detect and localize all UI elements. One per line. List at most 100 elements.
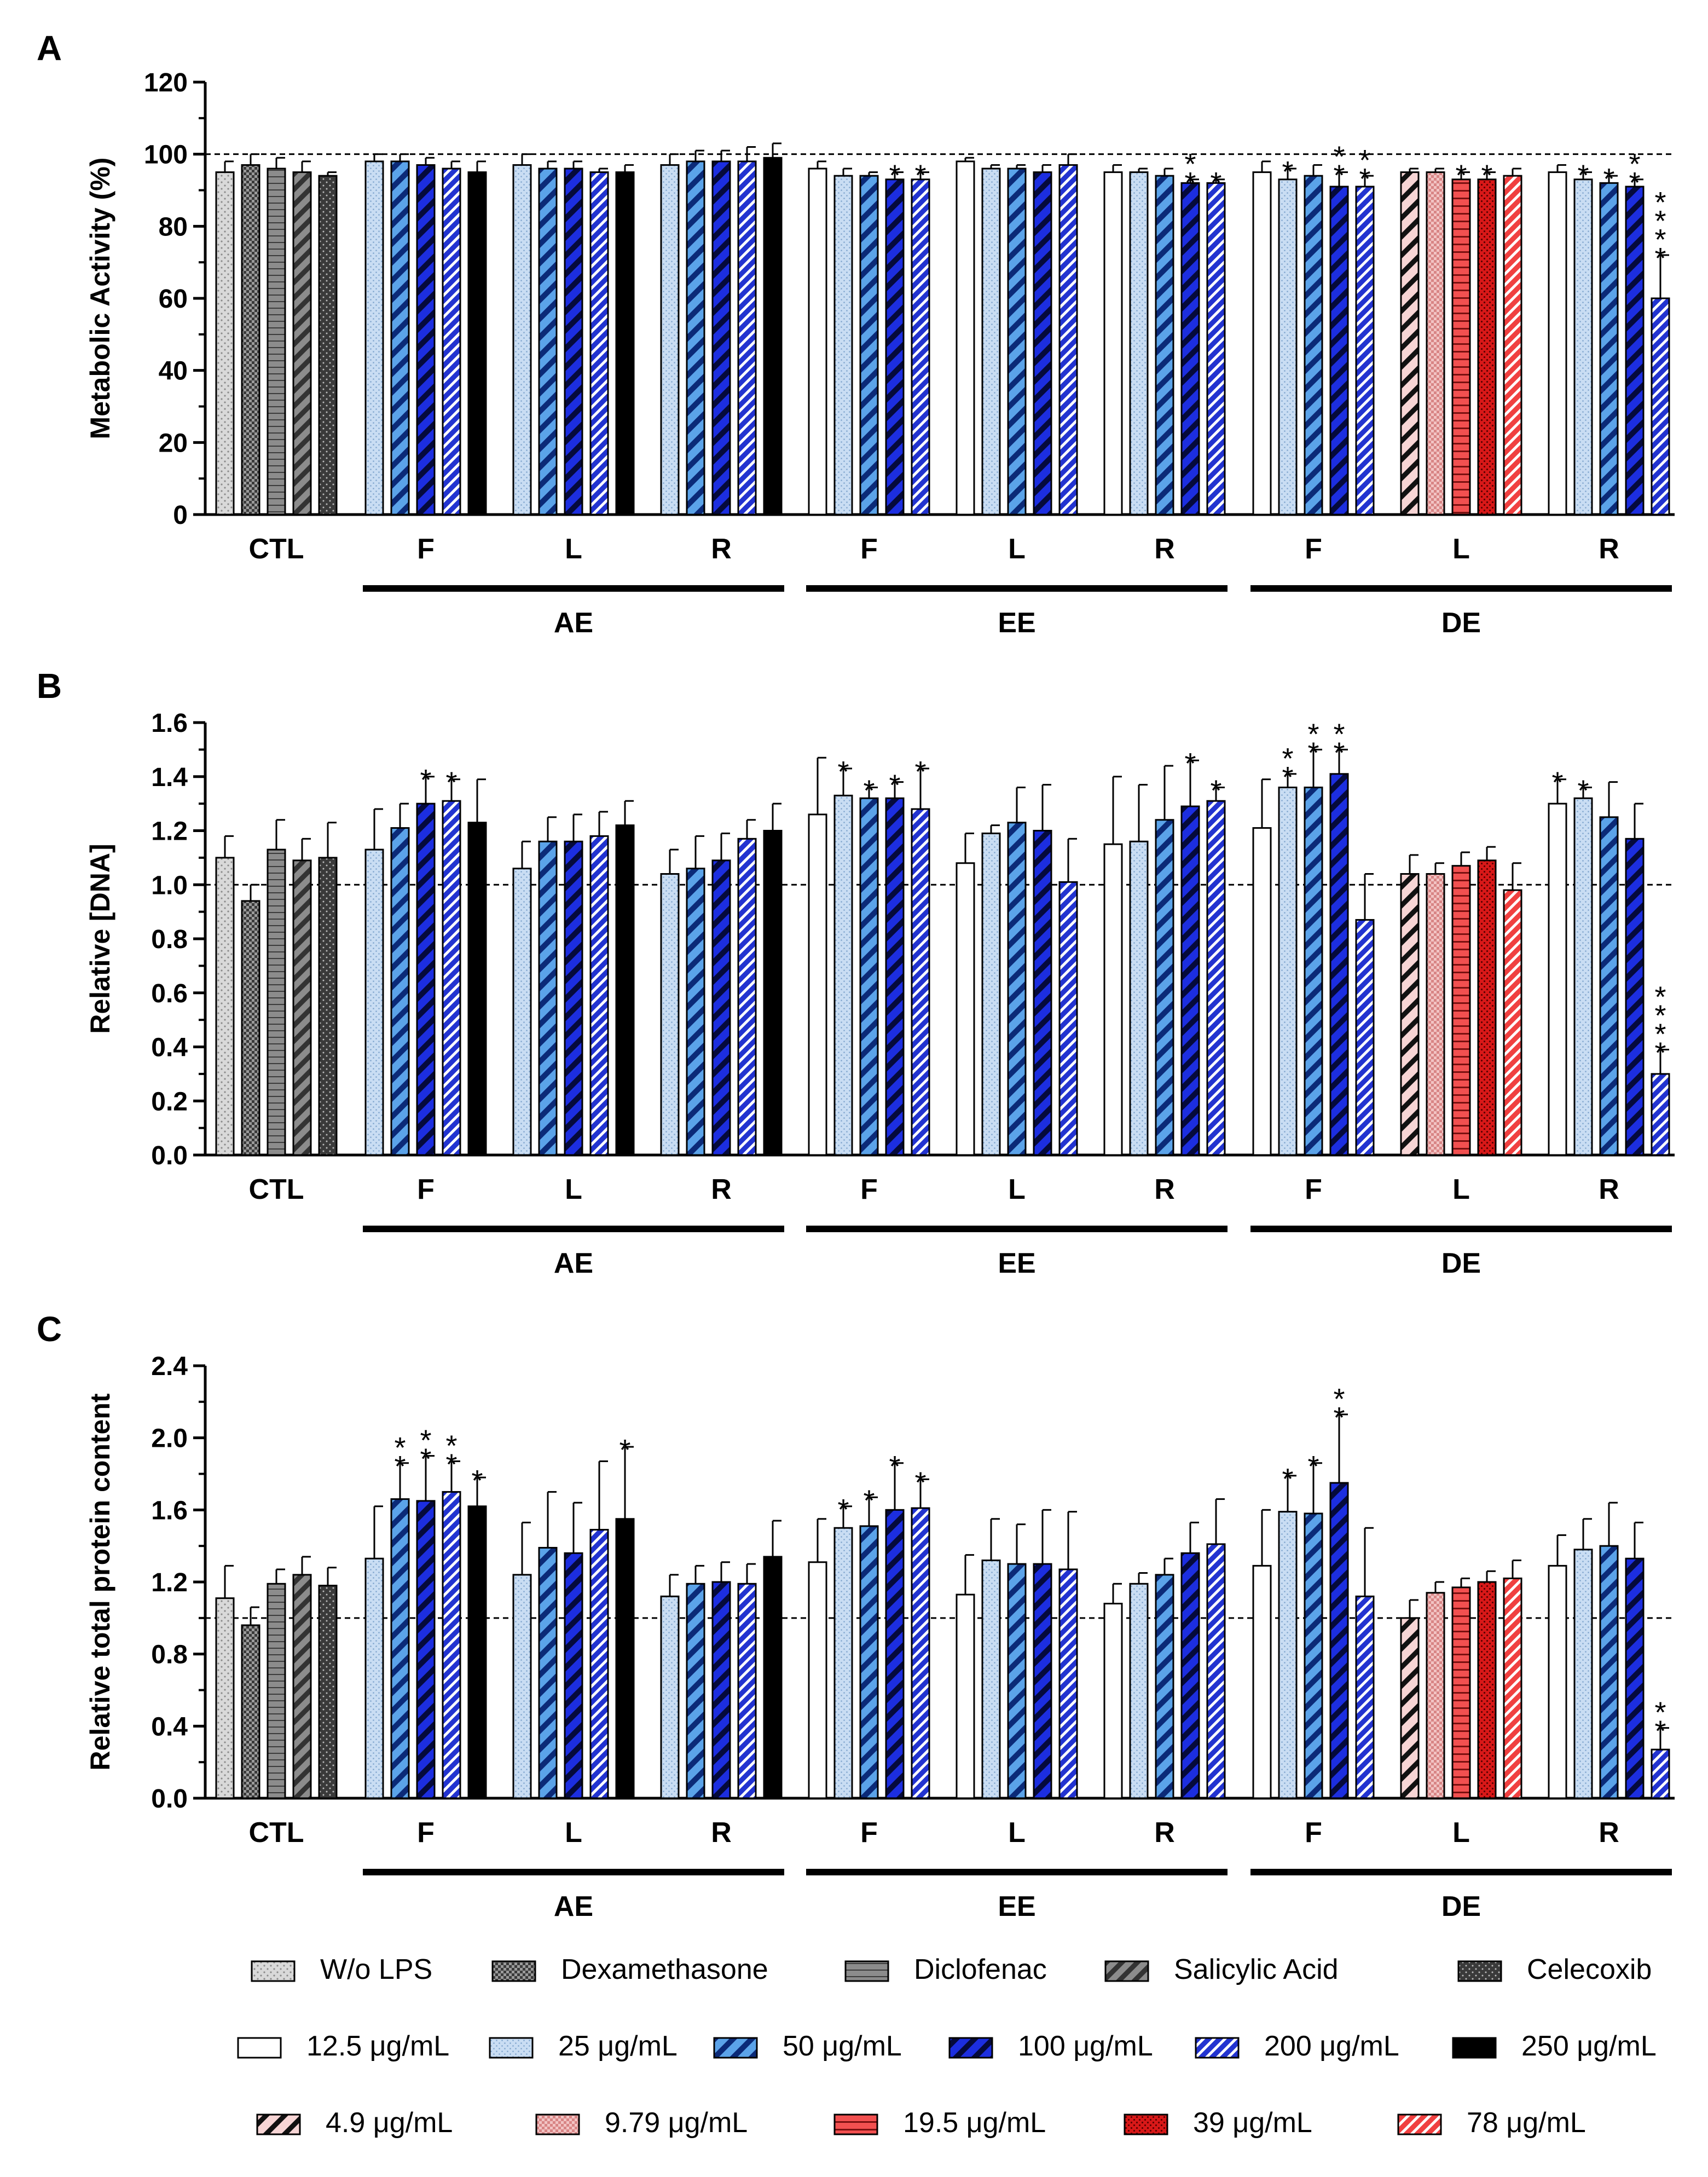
- significance-star: *: [1184, 148, 1196, 181]
- y-tick-label: 40: [159, 357, 188, 386]
- significance-star: *: [1654, 1696, 1666, 1729]
- bar: [416, 164, 436, 516]
- bar: [859, 797, 879, 1156]
- significance-star: *: [1333, 736, 1345, 769]
- bar: [1206, 800, 1226, 1156]
- legend-item: 12.5 μg/mL: [237, 2030, 449, 2062]
- group-label: R: [711, 1174, 732, 1205]
- legend-swatch: [1195, 2037, 1240, 2059]
- bar: [833, 175, 853, 516]
- y-tick-label: 60: [159, 285, 188, 314]
- bar: [956, 862, 975, 1156]
- bar: [686, 1583, 705, 1799]
- group-label: F: [417, 1174, 435, 1205]
- bar: [1180, 1552, 1200, 1799]
- significance-star: *: [1577, 775, 1589, 807]
- significance-star: *: [1184, 747, 1196, 780]
- significance-star: *: [394, 1431, 406, 1464]
- significance-star: *: [863, 1484, 875, 1517]
- significance-star: *: [1654, 205, 1666, 238]
- significance-star: *: [1333, 1383, 1345, 1416]
- legend-item: Salicylic Acid: [1104, 1954, 1339, 1985]
- legend-swatch: [1457, 1960, 1502, 1982]
- bar: [1451, 178, 1471, 516]
- bar: [538, 1546, 558, 1799]
- bar: [660, 1595, 680, 1799]
- bar: [512, 868, 532, 1156]
- bar: [956, 160, 975, 516]
- bar: [615, 1518, 635, 1799]
- bar: [1451, 1586, 1471, 1799]
- bar: [1129, 1583, 1149, 1799]
- bar: [1103, 1603, 1123, 1799]
- bar: [1329, 773, 1349, 1156]
- y-tick-label: 0.4: [151, 1712, 188, 1741]
- legend-item: 100 μg/mL: [948, 2030, 1153, 2062]
- significance-star: *: [1282, 761, 1293, 794]
- panel-label: C: [37, 1309, 62, 1349]
- bar-group: ** *****: [364, 1424, 487, 1799]
- bar: [564, 1552, 583, 1799]
- bar: [711, 160, 731, 516]
- bar: [1477, 178, 1497, 516]
- bar-group: [956, 1509, 1078, 1799]
- legend-item: 250 μg/mL: [1452, 2030, 1657, 2062]
- legend-item: 19.5 μg/mL: [833, 2107, 1046, 2139]
- bar: [911, 178, 930, 516]
- significance-star: *: [1654, 1715, 1666, 1748]
- significance-star: *: [1359, 144, 1370, 177]
- bar: [318, 857, 338, 1156]
- bar-group: [660, 1520, 783, 1799]
- bar-group: [1400, 846, 1522, 1156]
- legend-label: 12.5 μg/mL: [306, 2030, 449, 2062]
- category-label: DE: [1441, 1248, 1481, 1279]
- bar: [1400, 873, 1420, 1156]
- bar: [442, 800, 461, 1156]
- bar: [1426, 1592, 1445, 1799]
- group-label: F: [860, 533, 878, 565]
- bar: [615, 824, 635, 1156]
- bar: [1206, 1543, 1226, 1799]
- bar: [1451, 865, 1471, 1156]
- bar: [911, 808, 930, 1156]
- bar: [885, 1509, 905, 1799]
- significance-star: *: [1333, 718, 1345, 750]
- significance-star: *: [1333, 141, 1345, 174]
- group-label: L: [1008, 1817, 1026, 1849]
- y-tick-label: 120: [144, 68, 188, 97]
- significance-star: *: [1282, 1463, 1293, 1495]
- significance-star: *: [1455, 159, 1467, 192]
- bar: [1573, 1549, 1593, 1799]
- bar: [1252, 1564, 1272, 1799]
- significance-star: *: [914, 159, 926, 192]
- bar: [589, 171, 609, 516]
- bar-group: [215, 153, 338, 516]
- bar: [1058, 1568, 1078, 1799]
- legend-item: Celecoxib: [1457, 1954, 1652, 1985]
- bar-group: [660, 142, 783, 516]
- legend-label: Diclofenac: [914, 1954, 1047, 1985]
- bar-group: ******: [1548, 766, 1670, 1156]
- bar: [1033, 1563, 1052, 1799]
- significance-star: *: [1210, 775, 1221, 807]
- bar: [292, 171, 312, 516]
- bar: [1329, 1482, 1349, 1799]
- legend-label: W/o LPS: [320, 1954, 432, 1985]
- bar: [763, 830, 783, 1156]
- panel-b: B Relative [DNA] 0.0 0.2 0.4 0.6 0.8 1.0 1.2 1.4 1…: [37, 666, 1675, 1279]
- panel-c: C Relative total protein content 0.0 0.4 0.8…: [37, 1309, 1675, 1922]
- bar: [859, 175, 879, 516]
- y-tick-label: 0.0: [151, 1785, 188, 1814]
- bar: [808, 1561, 827, 1799]
- bar: [763, 157, 783, 516]
- category-label: EE: [998, 1891, 1035, 1922]
- significance-star: *: [445, 1448, 457, 1481]
- y-tick-label: 1.0: [151, 871, 188, 900]
- bar: [1278, 1511, 1298, 1799]
- bar: [467, 1505, 487, 1799]
- bar-group: * * * *: [808, 755, 930, 1156]
- bar-group: [1103, 1498, 1226, 1799]
- bar: [1548, 171, 1567, 516]
- y-tick-label: 1.2: [151, 1568, 188, 1597]
- legend-label: 4.9 μg/mL: [326, 2107, 453, 2139]
